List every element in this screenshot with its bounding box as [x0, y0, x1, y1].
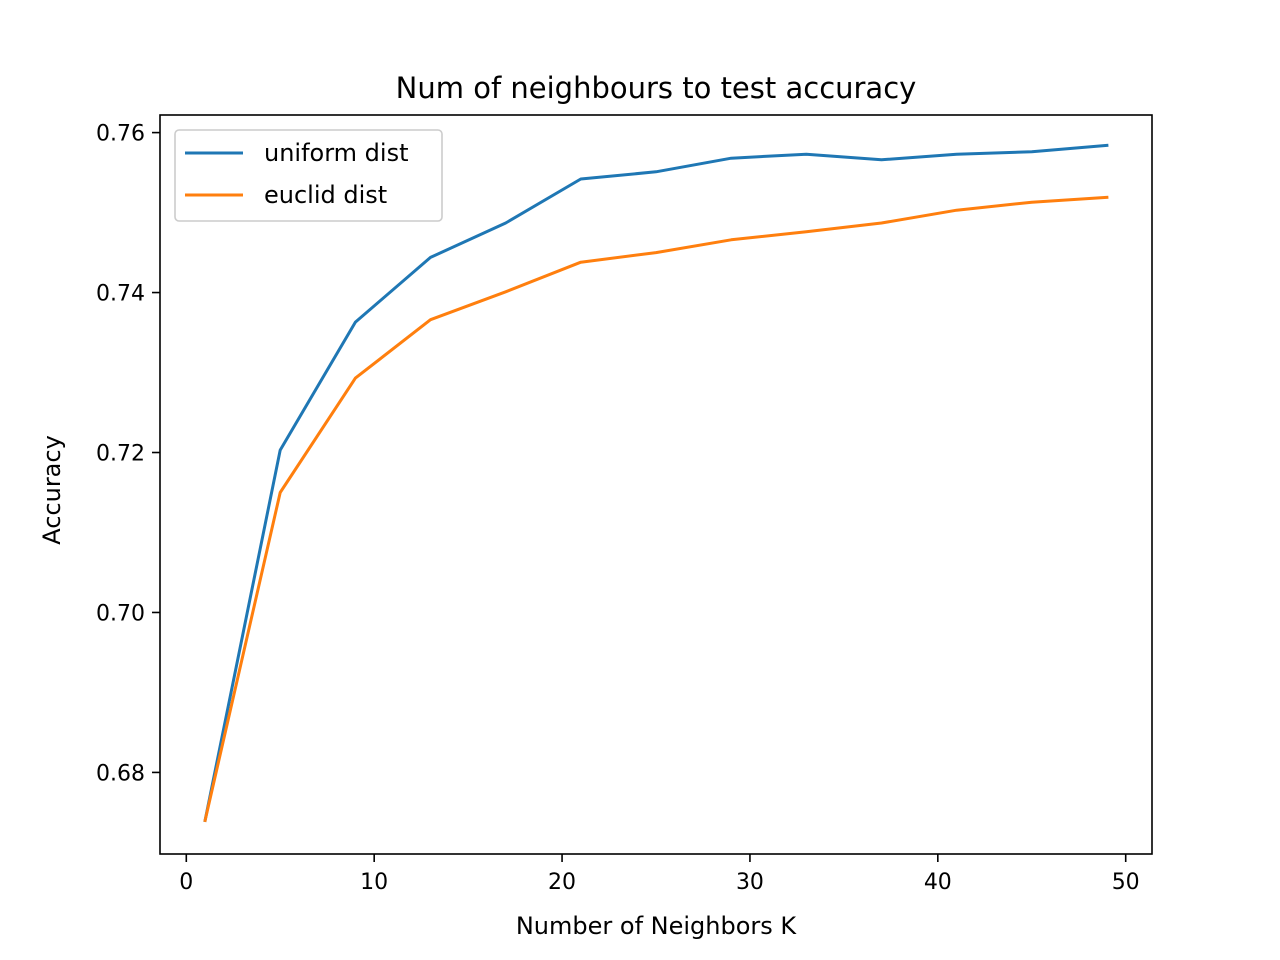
y-tick-label: 0.70 — [96, 601, 145, 626]
x-tick-label: 30 — [736, 870, 764, 895]
y-tick-label: 0.72 — [96, 442, 145, 467]
series-line-uniform-dist — [203, 143, 1109, 823]
legend: uniform dist euclid dist — [174, 129, 443, 222]
legend-entry-euclid: euclid dist — [264, 181, 387, 209]
x-tick-label: 20 — [548, 870, 576, 895]
x-axis-label: Number of Neighbors K — [516, 912, 798, 940]
y-axis-label: Accuracy — [38, 435, 66, 545]
series-line-euclid-dist — [203, 195, 1109, 823]
x-tick-label: 40 — [924, 870, 952, 895]
y-tick-label: 0.68 — [96, 761, 145, 786]
x-tick-label: 50 — [1112, 870, 1140, 895]
plot-area-frame — [159, 114, 1153, 855]
x-axis-ticks: 0 10 20 30 40 50 — [179, 854, 1140, 895]
x-tick-label: 10 — [360, 870, 388, 895]
x-tick-label: 0 — [179, 870, 193, 895]
y-tick-label: 0.74 — [96, 282, 145, 307]
y-axis-ticks: 0.68 0.70 0.72 0.74 0.76 — [96, 122, 160, 786]
y-tick-label: 0.76 — [96, 122, 145, 147]
legend-entry-uniform: uniform dist — [264, 139, 409, 167]
chart-title: Num of neighbours to test accuracy — [396, 71, 917, 105]
plot-lines — [203, 143, 1109, 823]
